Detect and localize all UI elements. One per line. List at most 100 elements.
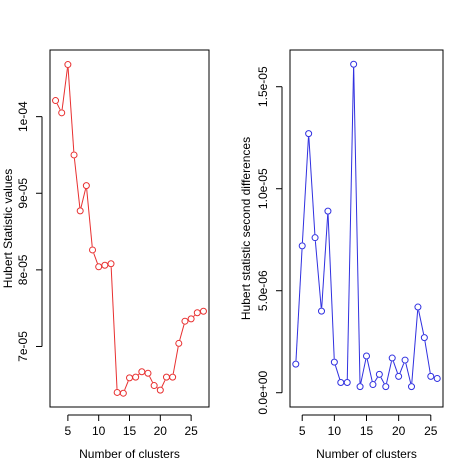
right-series-segment: [399, 363, 405, 374]
left-data-point: [119, 389, 127, 397]
right-data-point: [298, 242, 306, 250]
right-x-axis: 5 10 15 20 25: [299, 414, 438, 438]
left-y-tick-label: 1e-04: [16, 101, 30, 132]
right-x-tick-label: 20: [392, 424, 406, 438]
left-series-segment: [73, 158, 81, 208]
right-data-point: [395, 372, 403, 380]
left-data-point: [89, 246, 97, 254]
right-data-point: [318, 307, 325, 315]
left-series: [52, 61, 207, 397]
right-y-axis-title: Hubert statistic second differences: [239, 137, 253, 320]
left-y-axis-title: Hubert Statistic values: [1, 169, 15, 288]
left-data-point: [82, 182, 90, 190]
right-series-segment: [411, 310, 419, 384]
left-data-point: [76, 207, 84, 215]
left-data-point: [199, 307, 207, 315]
right-series-segment: [295, 249, 303, 361]
right-plot-frame: [289, 49, 444, 408]
right-data-point: [311, 234, 319, 242]
right-series-segment: [374, 377, 378, 382]
right-data-point: [305, 130, 313, 138]
right-data-point: [433, 374, 441, 382]
left-y-axis: 7e-05 8e-05 9e-05 1e-04: [16, 101, 43, 362]
right-x-axis-title: Number of clusters: [316, 447, 417, 461]
left-data-point: [156, 386, 164, 394]
left-plot-frame: [49, 49, 210, 408]
right-series-segment: [424, 341, 431, 374]
left-data-point: [181, 317, 189, 325]
left-series-segment: [193, 314, 196, 317]
right-series-segment: [346, 67, 355, 380]
left-series-segment: [56, 103, 61, 110]
right-series-segment: [308, 137, 316, 235]
right-data-point: [401, 356, 409, 364]
left-series-segment: [67, 68, 75, 152]
right-series-segment: [327, 214, 335, 359]
left-series-segment: [161, 380, 166, 388]
left-x-axis: 5 10 15 20 25: [65, 414, 198, 438]
right-series-segment: [334, 365, 341, 380]
right-data-point: [414, 303, 422, 311]
right-series-segment: [405, 363, 412, 384]
right-x-tick-label: 5: [299, 424, 306, 438]
left-data-point: [58, 109, 66, 117]
left-series-segment: [124, 380, 129, 391]
left-series-segment: [86, 189, 93, 247]
right-series-segment: [386, 361, 392, 384]
left-data-point: [138, 368, 146, 376]
left-data-point: [150, 382, 158, 390]
right-data-point: [363, 352, 370, 360]
right-y-axis: 0.0e+00 5.0e-06 1.0e-05 1.5e-05: [256, 66, 283, 415]
right-series-segment: [314, 241, 322, 308]
right-series-segment: [392, 361, 398, 374]
right-data-point: [382, 383, 390, 391]
right-series: [292, 60, 441, 391]
left-series-segment: [80, 188, 87, 208]
left-data-point: [132, 373, 140, 381]
right-x-tick-label: 15: [360, 424, 374, 438]
left-x-tick-label: 5: [65, 424, 72, 438]
left-x-tick-label: 25: [184, 424, 198, 438]
right-series-segment: [301, 137, 309, 243]
right-data-point: [388, 354, 396, 362]
left-data-point: [64, 61, 72, 69]
left-x-tick-label: 15: [123, 424, 137, 438]
left-y-tick-label: 8e-05: [16, 254, 30, 285]
right-x-tick-label: 25: [424, 424, 438, 438]
right-y-tick-label: 1.0e-05: [256, 168, 270, 209]
right-data-point: [369, 381, 377, 389]
left-data-point: [169, 373, 177, 381]
right-data-point: [324, 207, 332, 215]
right-data-point: [408, 383, 415, 391]
left-data-point: [175, 339, 183, 347]
right-data-point: [375, 370, 383, 378]
left-data-point: [101, 261, 109, 269]
left-data-point: [187, 315, 195, 323]
left-data-point: [95, 263, 103, 271]
right-data-point: [350, 60, 358, 68]
left-series-segment: [179, 324, 185, 341]
left-series-segment: [61, 67, 68, 110]
right-data-point: [343, 379, 351, 387]
right-series-segment: [360, 359, 367, 384]
left-x-axis-title: Number of clusters: [79, 447, 180, 461]
right-y-tick-label: 1.5e-05: [256, 66, 270, 107]
right-series-segment: [366, 359, 373, 382]
right-series-segment: [353, 67, 361, 384]
left-panel: 5 10 15 20 25 7e-05 8e-05 9e-05 1e-04 Number of…: [1, 49, 210, 461]
left-series-segment: [149, 376, 154, 383]
left-series-segment: [137, 373, 140, 376]
left-series-segment: [93, 253, 98, 264]
left-x-tick-label: 10: [92, 424, 106, 438]
left-data-point: [107, 260, 115, 268]
left-y-tick-label: 7e-05: [16, 331, 30, 362]
right-series-segment: [321, 214, 329, 308]
right-data-point: [420, 334, 428, 342]
left-y-tick-label: 9e-05: [16, 178, 30, 209]
right-series-segment: [380, 377, 385, 384]
right-data-point: [330, 358, 338, 366]
left-data-point: [144, 369, 152, 377]
right-data-point: [427, 372, 435, 380]
